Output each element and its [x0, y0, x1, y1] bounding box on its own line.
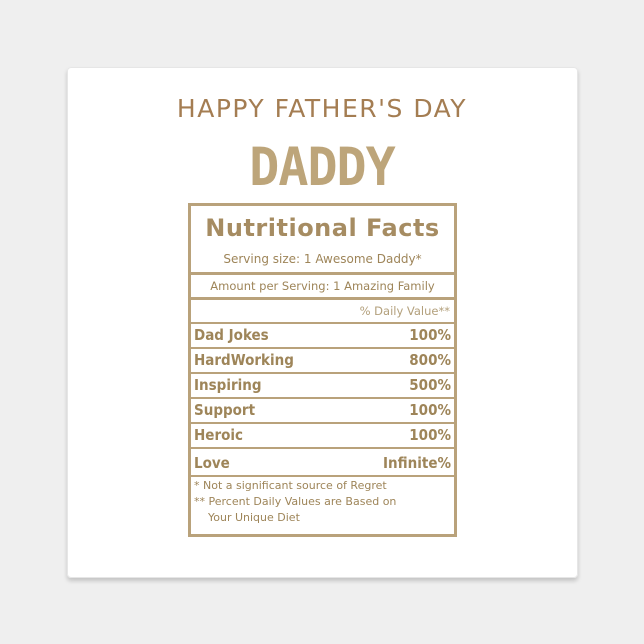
label-title: Nutritional Facts — [205, 214, 440, 242]
nutrient-row: Support 100% — [191, 399, 454, 424]
nutrient-value: 100% — [409, 326, 451, 344]
nutrient-row: HardWorking 800% — [191, 349, 454, 374]
nutrient-value: 100% — [409, 426, 451, 444]
nutrient-name: Love — [194, 454, 230, 472]
name-text: DADDY — [249, 136, 396, 198]
nutrient-name: Dad Jokes — [194, 326, 269, 344]
greeting-text: HAPPY FATHER'S DAY — [176, 94, 468, 123]
footnote: ** Percent Daily Values are Based on — [194, 495, 397, 508]
amount-per-serving: Amount per Serving: 1 Amazing Family — [191, 275, 454, 300]
nutrient-name: Inspiring — [194, 376, 262, 394]
nutrient-row: Heroic 100% — [191, 424, 454, 449]
nutrient-value: 100% — [409, 401, 451, 419]
footnote: * Not a significant source of Regret — [194, 479, 387, 492]
nutrient-value: 800% — [409, 351, 451, 369]
nutrient-value: Infinite% — [383, 454, 451, 472]
daily-value-header: % Daily Value** — [191, 300, 454, 324]
nutrient-row: Love Infinite% — [191, 449, 454, 477]
footnotes: * Not a significant source of Regret ** … — [191, 477, 454, 527]
nutrient-name: Heroic — [194, 426, 243, 444]
nutrient-name: HardWorking — [194, 351, 294, 369]
nutrient-name: Support — [194, 401, 256, 419]
footnote: Your Unique Diet — [208, 511, 300, 524]
nutrient-row: Inspiring 500% — [191, 374, 454, 399]
nutrition-label: Nutritional Facts Serving size: 1 Awesom… — [188, 203, 457, 537]
nutrient-row: Dad Jokes 100% — [191, 324, 454, 349]
serving-size: Serving size: 1 Awesome Daddy* — [191, 250, 454, 275]
nutrient-value: 500% — [409, 376, 451, 394]
